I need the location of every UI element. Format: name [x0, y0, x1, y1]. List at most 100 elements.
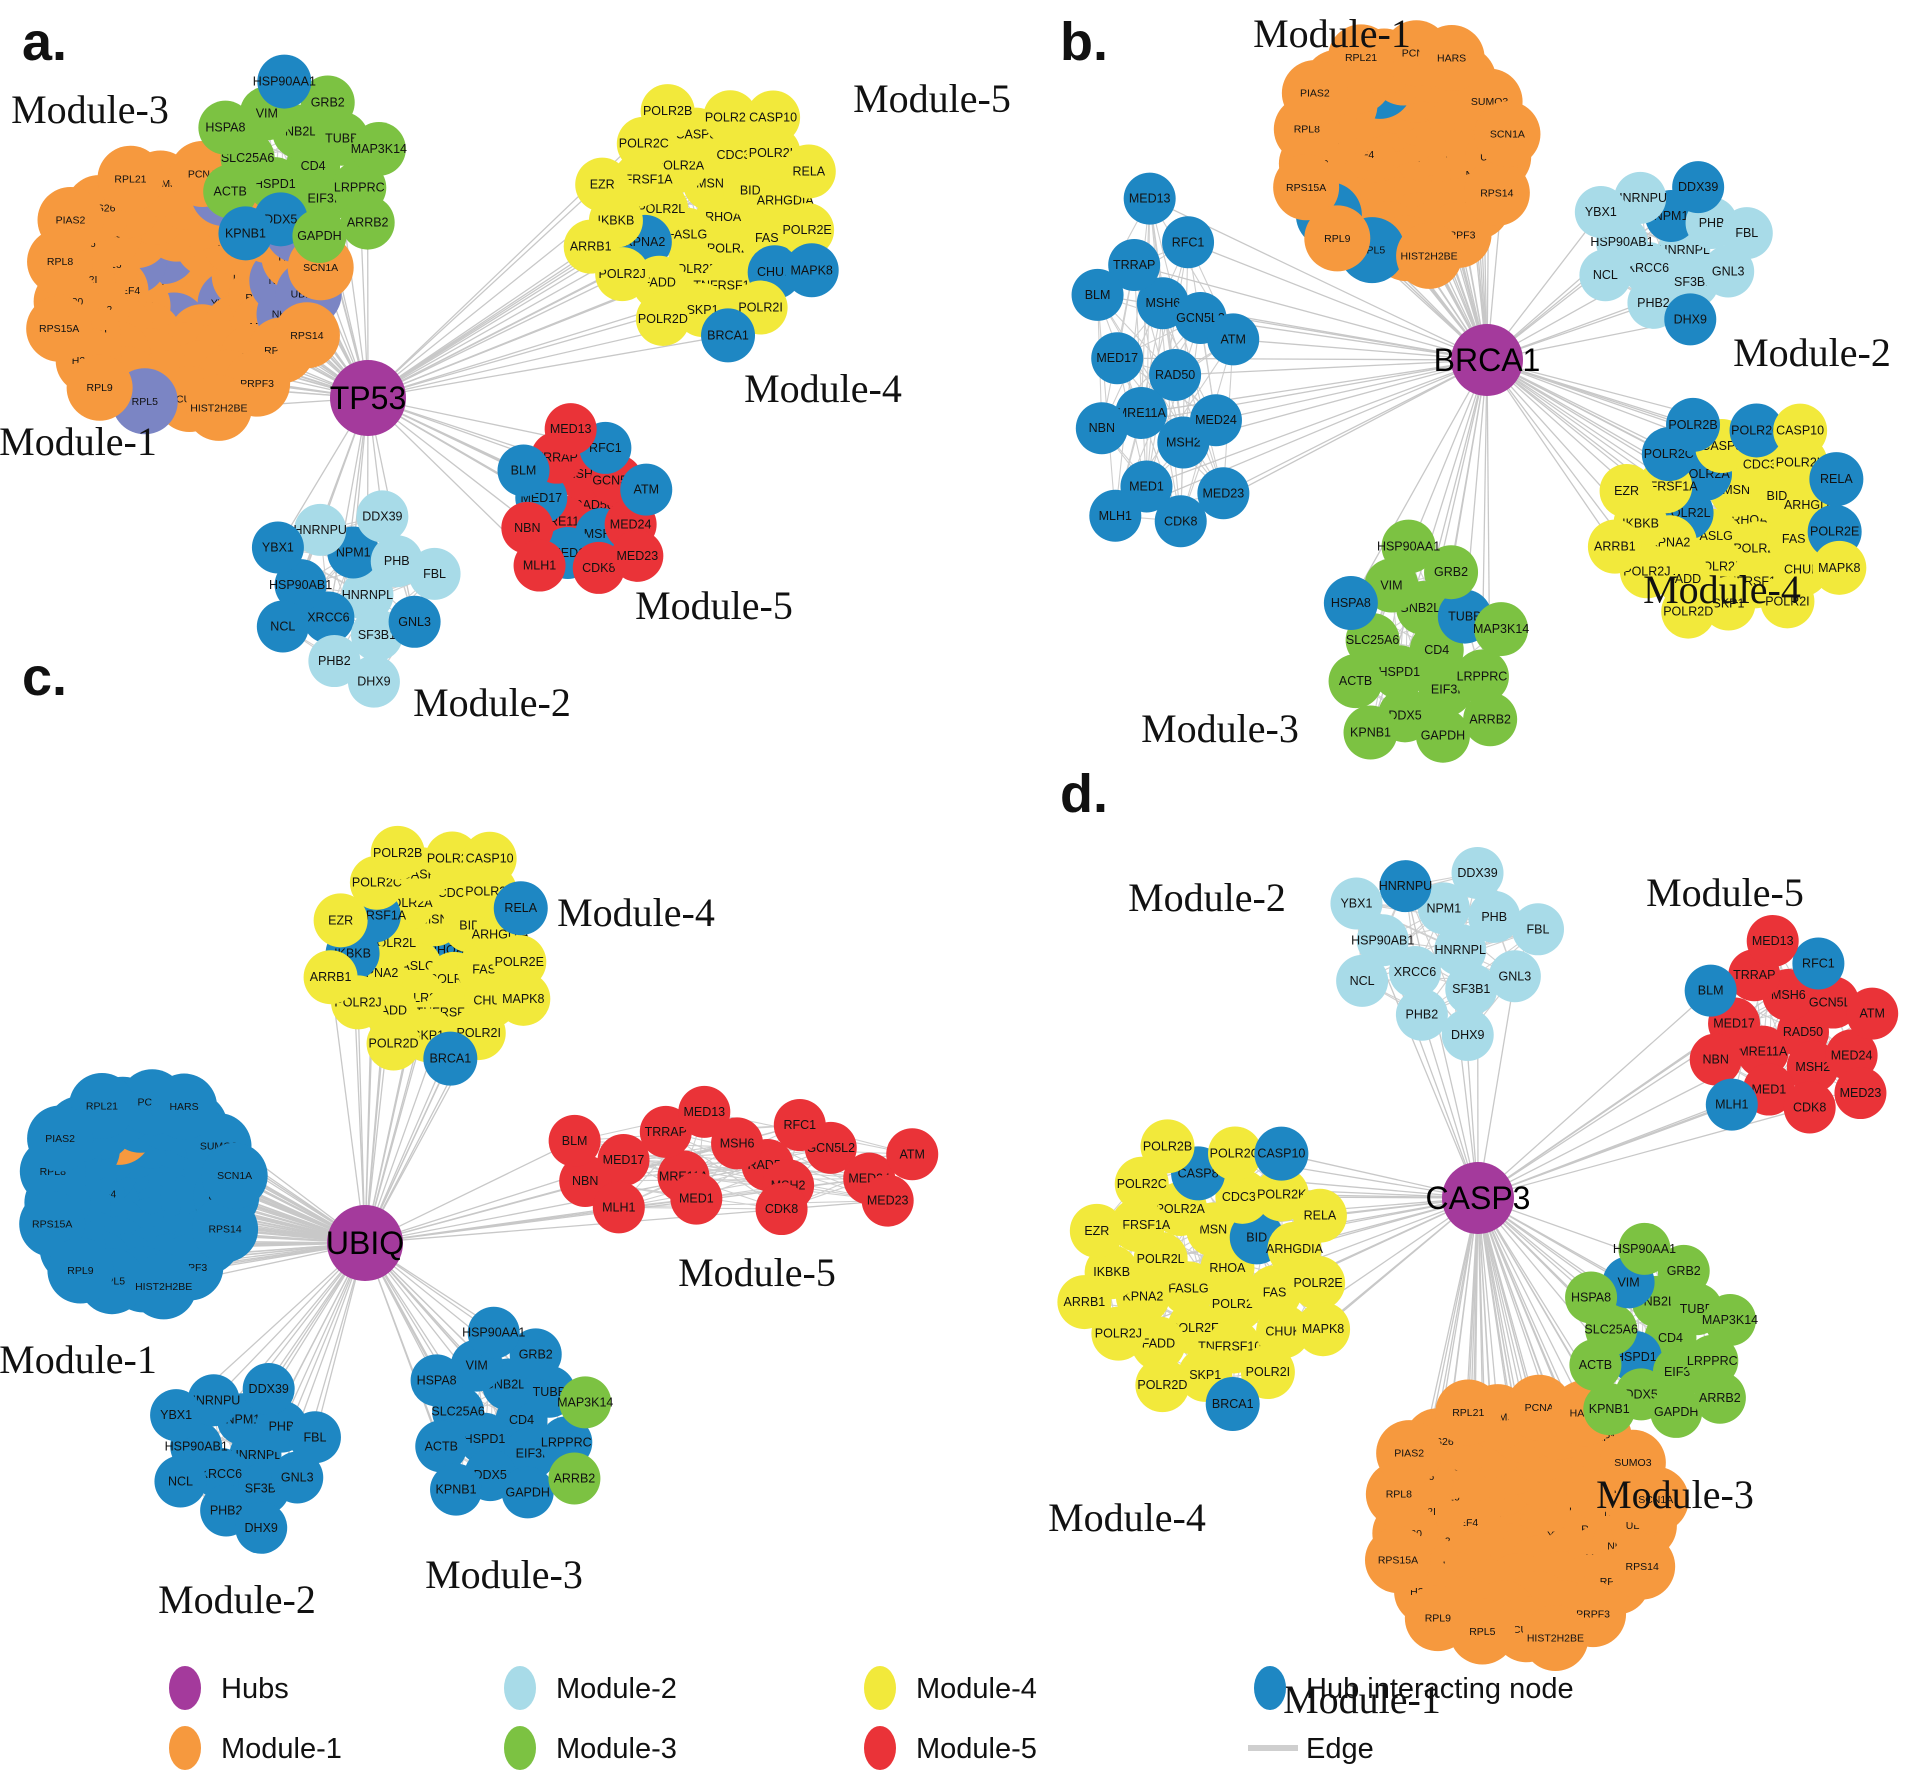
legend: Hubs Module-2 Module-4 Hub interacting node… — [169, 1666, 1574, 1770]
edge — [1101, 242, 1189, 429]
node-label-PIAS2: PIAS2 — [1300, 88, 1330, 100]
node-label-GCN5L2: GCN5L2 — [1809, 996, 1858, 1010]
hub-edge — [1215, 359, 1488, 421]
node-label-RPS15A: RPS15A — [1286, 182, 1326, 194]
node-TRRAP — [639, 1105, 692, 1158]
node-label-EZR: EZR — [590, 178, 615, 192]
node-POLR2J — [1091, 1306, 1146, 1361]
node-label-HARS: HARS — [1437, 53, 1466, 65]
node-label-GAPDH: GAPDH — [297, 229, 341, 243]
node-HNRNPL — [341, 569, 394, 621]
node-label-RAD50: RAD50 — [1155, 368, 1195, 382]
legend-label-Module-3: Module-3 — [556, 1733, 677, 1765]
hub-edge — [364, 1206, 619, 1244]
node-label-POLR2L: POLR2L — [1137, 1252, 1185, 1266]
node-label-HSPA8: HSPA8 — [1571, 1291, 1611, 1305]
node-label-HNRNPL: HNRNPL — [342, 588, 393, 602]
node-ARRB1 — [1587, 519, 1642, 574]
node-label-CD4: CD4 — [509, 1413, 534, 1427]
node-label-ARRB2: ARRB2 — [1699, 1391, 1741, 1405]
node-KPNB1 — [1343, 705, 1398, 760]
node-MAPK8 — [784, 243, 839, 298]
hub-edge — [329, 977, 366, 1244]
node-ARRB2 — [340, 195, 395, 250]
hub-edge — [1486, 359, 1616, 548]
node-label-HSPD1: HSPD1 — [254, 177, 296, 191]
node-label-CD4: CD4 — [1424, 643, 1449, 657]
legend-swatch-Module-4 — [864, 1666, 896, 1710]
node-HIST2H2BE — [1522, 1605, 1589, 1672]
module-label-c-Module-2: Module-2 — [158, 1577, 316, 1622]
node-label-PIAS2: PIAS2 — [56, 215, 86, 227]
node-label-POLR2I: POLR2I — [1765, 594, 1809, 608]
node-label-ACTB: ACTB — [214, 184, 247, 198]
node-POLR2B — [1666, 397, 1721, 452]
node-label-KPNB1: KPNB1 — [225, 226, 266, 240]
node-RFC1 — [1162, 216, 1215, 269]
node-label-HIST2H2BE: HIST2H2BE — [1401, 250, 1458, 262]
node-CDC37 — [1215, 1169, 1270, 1224]
module-label-d-Module-5: Module-5 — [1646, 870, 1804, 915]
node-MLH1 — [592, 1181, 645, 1234]
node-label-ARHGDIA: ARHGDIA — [1266, 1242, 1324, 1256]
node-label-POLR2I: POLR2I — [738, 301, 782, 315]
node-ACTB — [203, 164, 258, 219]
node-label-RFC1: RFC1 — [783, 1118, 816, 1132]
node-HSPA8 — [198, 100, 253, 155]
node-label-MED24: MED24 — [1195, 413, 1237, 427]
node-label-MSN: MSN — [1722, 483, 1750, 497]
node-label-DHX9: DHX9 — [357, 675, 390, 689]
node-GAPDH — [1650, 1385, 1703, 1438]
node-label-SF3B1: SF3B1 — [1674, 275, 1712, 289]
node-POLR2B — [370, 825, 425, 880]
node-label-ARRB1: ARRB1 — [1064, 1295, 1106, 1309]
node-GRB2 — [300, 75, 355, 130]
module-label-a-Module-3: Module-3 — [11, 87, 169, 132]
node-MED17 — [1091, 332, 1144, 385]
node-label-RELA: RELA — [1304, 1209, 1337, 1223]
node-label-DDX39: DDX39 — [249, 1382, 289, 1396]
node-label-CASP10: CASP10 — [466, 852, 514, 866]
node-MED23 — [1197, 467, 1250, 520]
hub-label-TP53: TP53 — [330, 380, 406, 416]
node-HSPA8 — [1323, 576, 1378, 631]
node-label-HNRNPL: HNRNPL — [230, 1448, 281, 1462]
node-label-NBN: NBN — [1089, 421, 1115, 435]
node-label-HNRNPL: HNRNPL — [1435, 943, 1486, 957]
node-label-KPNB1: KPNB1 — [1589, 1402, 1630, 1416]
node-label-CD4: CD4 — [301, 159, 326, 173]
node-label-RHOA: RHOA — [705, 210, 742, 224]
node-MLH1 — [1089, 489, 1142, 542]
node-GRB2 — [1657, 1244, 1710, 1297]
node-MAPK8 — [1296, 1302, 1351, 1357]
node-SF3B1 — [1445, 963, 1498, 1016]
node-label-XRCC6: XRCC6 — [200, 1467, 242, 1481]
node-label-LRPPRC: LRPPRC — [541, 1435, 592, 1449]
node-DHX9 — [235, 1501, 288, 1554]
node-FBL — [1720, 207, 1773, 260]
node-label-GNB2L1: GNB2L1 — [1399, 601, 1447, 615]
node-label-GNL3: GNL3 — [281, 1471, 314, 1485]
node-ATM — [620, 463, 673, 516]
node-BRCA1 — [1205, 1377, 1260, 1432]
node-label-VIM: VIM — [256, 106, 278, 120]
node-RPS15A — [1364, 1527, 1431, 1594]
node-CHUK — [1256, 1304, 1311, 1359]
node-ARRB2 — [1463, 692, 1518, 747]
node-label-MED17: MED17 — [1713, 1016, 1755, 1030]
node-label-HNRNPU: HNRNPU — [1379, 879, 1432, 893]
node-label-DDX5: DDX5 — [1388, 708, 1421, 722]
node-RPS15A — [1273, 154, 1340, 221]
node-label-MAP3K14: MAP3K14 — [1702, 1313, 1758, 1327]
node-label-DHX9: DHX9 — [1451, 1028, 1484, 1042]
node-SCN1A — [1474, 101, 1541, 168]
node-label-ARRB1: ARRB1 — [1594, 540, 1636, 554]
node-label-MSN: MSN — [696, 176, 724, 190]
node-PHB2 — [308, 635, 361, 688]
hub-node-TP53 — [330, 360, 406, 436]
node-DHX9 — [1664, 293, 1717, 346]
node-label-NPM1: NPM1 — [336, 545, 371, 559]
node-label-DDX39: DDX39 — [362, 509, 402, 523]
node-label-CHUK: CHUK — [757, 265, 793, 279]
